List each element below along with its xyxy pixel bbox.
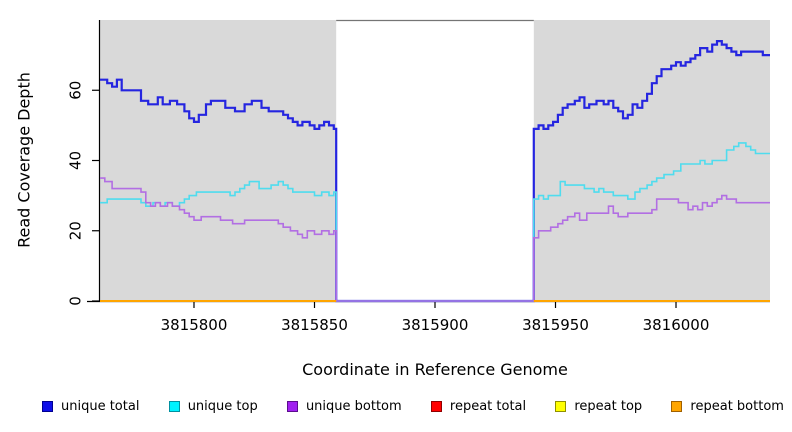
y-tick-label: 20	[67, 221, 85, 240]
x-tick-label: 3815950	[522, 316, 589, 334]
legend-swatch-icon	[430, 400, 442, 412]
legend-label: repeat top	[574, 398, 643, 414]
legend-label: unique total	[61, 398, 140, 414]
legend-item-unique-bottom: unique bottom	[286, 398, 402, 414]
legend-swatch-icon	[671, 400, 683, 412]
legend-item-repeat-top: repeat top	[555, 399, 642, 414]
legend: unique total unique top unique bottom repea…	[42, 396, 784, 416]
y-tick-label: 60	[67, 81, 85, 100]
series-line-unique-bottom	[100, 177, 770, 302]
y-tick-label: 40	[67, 151, 85, 170]
legend-label: unique bottom	[305, 398, 402, 414]
legend-swatch-icon	[42, 400, 53, 412]
series-line-unique-total	[100, 40, 770, 303]
x-tick-label: 3815900	[402, 316, 469, 334]
x-tick-label: 3816000	[643, 316, 710, 334]
coverage-gap-region	[336, 20, 534, 301]
x-tick-label: 3815850	[281, 316, 348, 334]
x-tick-label: 3815800	[161, 316, 228, 334]
legend-swatch-icon	[286, 400, 298, 412]
y-tick-label: 0	[67, 296, 85, 306]
legend-item-unique-total: unique total	[42, 399, 139, 414]
legend-item-unique-top: unique top	[168, 398, 258, 414]
y-axis-title: Read Coverage Depth	[14, 72, 34, 248]
legend-item-repeat-total: repeat total	[430, 398, 527, 414]
legend-item-repeat-bottom: repeat bottom	[671, 399, 784, 414]
legend-swatch-icon	[168, 400, 180, 412]
legend-label: repeat bottom	[690, 398, 784, 414]
legend-label: unique top	[187, 398, 258, 414]
legend-swatch-icon	[555, 400, 567, 412]
series-line-unique-top	[100, 142, 770, 302]
x-axis-title: Coordinate in Reference Genome	[302, 360, 568, 379]
legend-label: repeat total	[449, 398, 527, 414]
